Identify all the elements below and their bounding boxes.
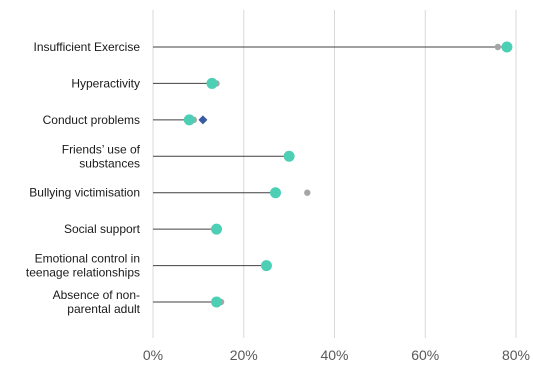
point-primary <box>211 223 223 235</box>
category-label: Hyperactivity <box>71 76 140 90</box>
category-label-line: Absence of non- <box>53 288 140 302</box>
category-label-line: Hyperactivity <box>71 76 140 90</box>
category-label-line: parental adult <box>67 302 140 316</box>
category-label: Conduct problems <box>43 113 140 127</box>
category-label-line: Conduct problems <box>43 113 140 127</box>
category-label: Bullying victimisation <box>29 186 140 200</box>
category-label-line: Bullying victimisation <box>29 186 140 200</box>
point-primary <box>283 150 295 162</box>
x-tick-label: 40% <box>320 347 348 363</box>
category-label-line: Emotional control in <box>35 252 140 266</box>
x-axis-tick-labels: 0% 20% 40% 60% 80% <box>143 347 530 363</box>
stems <box>153 46 507 303</box>
point-primary <box>501 41 513 53</box>
category-label-line: Friends’ use of <box>62 142 141 156</box>
category-label: Social support <box>64 222 141 236</box>
point-primary <box>183 114 195 126</box>
x-tick-label: 80% <box>502 347 530 363</box>
point-primary <box>206 77 218 89</box>
x-tick-label: 20% <box>230 347 258 363</box>
category-label-line: teenage relationships <box>26 266 140 280</box>
x-tick-label: 60% <box>411 347 439 363</box>
category-label: Emotional control in teenage relationship… <box>26 252 140 280</box>
category-label: Insufficient Exercise <box>34 40 141 54</box>
point-primary <box>260 260 272 272</box>
category-label: Friends’ use of substances <box>62 142 141 170</box>
point-secondary <box>304 189 311 196</box>
point-primary <box>211 296 223 308</box>
category-labels: Insufficient Exercise Hyperactivity Conduc… <box>26 40 141 316</box>
point-primary <box>270 187 282 199</box>
category-label-line: Insufficient Exercise <box>34 40 141 54</box>
markers <box>183 41 513 308</box>
category-label-line: substances <box>79 156 140 170</box>
category-label-line: Social support <box>64 222 141 236</box>
category-label: Absence of non-parental adult <box>53 288 141 316</box>
gridlines <box>152 10 517 338</box>
point-secondary <box>494 43 502 51</box>
point-diamond <box>198 115 208 125</box>
x-tick-label: 0% <box>143 347 163 363</box>
